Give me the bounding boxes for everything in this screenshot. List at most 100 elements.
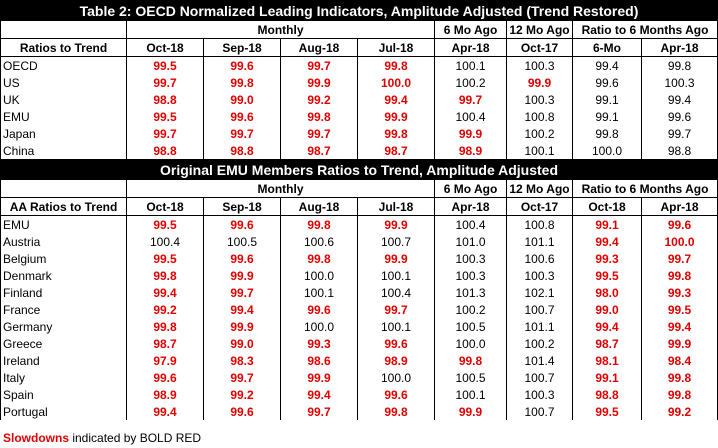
value-cell: 98.1	[572, 352, 642, 369]
table-row: Germany 99.8 99.9 100.0 100.1 100.5 101.1 99.4 9…	[0, 318, 718, 335]
value-cell: 99.6	[203, 403, 281, 420]
table-row: OECD 99.5 99.6 99.7 99.8 100.1 100.3 99.4 99.8	[0, 56, 718, 74]
value-cell: 99.5	[572, 267, 642, 284]
value-cell: 99.8	[572, 125, 642, 142]
table1-title: Table 2: OECD Normalized Leading Indicat…	[0, 0, 718, 21]
value-cell: 98.8	[203, 142, 281, 160]
value-cell: 99.9	[280, 74, 358, 91]
value-cell: 99.7	[203, 284, 281, 301]
value-cell: 99.8	[357, 403, 435, 420]
table-row: China 98.8 98.8 98.7 98.7 98.9 100.1 100.0 98.8	[0, 142, 718, 160]
value-cell: 98.3	[203, 352, 281, 369]
value-cell: 99.8	[126, 267, 204, 284]
table1-title-row: Table 2: OECD Normalized Leading Indicat…	[0, 0, 718, 21]
value-cell: 99.8	[126, 318, 204, 335]
row-label: Belgium	[0, 250, 127, 267]
row-label: Germany	[0, 318, 127, 335]
value-cell: 100.0	[357, 74, 435, 91]
value-cell: 100.5	[434, 369, 507, 386]
value-cell: 99.0	[203, 335, 281, 352]
value-cell: 98.4	[640, 352, 718, 369]
row-label: Spain	[0, 386, 127, 403]
value-cell: 99.9	[640, 335, 718, 352]
column-header: Sep-18	[203, 197, 281, 216]
value-cell: 99.7	[203, 125, 281, 142]
value-cell: 98.7	[280, 142, 358, 160]
row-label: China	[0, 142, 127, 160]
value-cell: 101.3	[434, 284, 507, 301]
table-row: EMU 99.5 99.6 99.8 99.9 100.4 100.8 99.1 99.6	[0, 215, 718, 233]
value-cell: 99.6	[126, 369, 204, 386]
value-cell: 100.3	[434, 267, 507, 284]
table-row: Portugal 99.4 99.6 99.7 99.8 99.9 100.7 99.5 99.…	[0, 403, 718, 420]
value-cell: 99.5	[640, 301, 718, 318]
value-cell: 99.3	[640, 284, 718, 301]
row-label: EMU	[0, 108, 127, 125]
value-cell: 99.9	[357, 250, 435, 267]
value-cell: 99.7	[126, 74, 204, 91]
column-header: Oct-17	[506, 197, 573, 216]
value-cell: 100.4	[126, 233, 204, 250]
value-cell: 99.8	[434, 352, 507, 369]
value-cell: 101.1	[506, 318, 573, 335]
value-cell: 100.0	[640, 233, 718, 250]
column-header: Oct-17	[506, 38, 573, 57]
table-row: UK 98.8 99.0 99.2 99.4 99.7 100.3 99.1 99.4	[0, 91, 718, 108]
value-cell: 99.4	[280, 386, 358, 403]
value-cell: 100.7	[357, 233, 435, 250]
group-ratio-6mo: Ratio to 6 Months Ago	[571, 179, 718, 198]
value-cell: 98.7	[126, 335, 204, 352]
value-cell: 99.7	[434, 91, 507, 108]
column-header: Oct-18	[126, 38, 204, 57]
value-cell: 99.5	[126, 108, 204, 125]
value-cell: 100.6	[280, 233, 358, 250]
row-label: EMU	[0, 215, 127, 233]
value-cell: 99.7	[640, 125, 718, 142]
value-cell: 99.1	[572, 215, 642, 233]
value-cell: 99.6	[572, 74, 642, 91]
table1-column-row: Ratios to Trend Oct-18 Sep-18 Aug-18 Jul-18 A…	[0, 38, 718, 57]
value-cell: 99.2	[280, 91, 358, 108]
row-header: Ratios to Trend	[0, 38, 127, 57]
value-cell: 99.9	[434, 125, 507, 142]
row-label: OECD	[0, 56, 127, 74]
column-header: Jul-18	[357, 197, 435, 216]
value-cell: 98.7	[572, 335, 642, 352]
value-cell: 99.4	[572, 233, 642, 250]
value-cell: 100.4	[357, 284, 435, 301]
table-row: Denmark 99.8 99.9 100.0 100.1 100.3 100.3 99.5 9…	[0, 267, 718, 284]
row-label: Ireland	[0, 352, 127, 369]
value-cell: 99.7	[203, 369, 281, 386]
value-cell: 100.2	[506, 125, 573, 142]
row-label: Japan	[0, 125, 127, 142]
value-cell: 99.6	[203, 215, 281, 233]
value-cell: 98.8	[640, 142, 718, 160]
column-header: Apr-18	[640, 38, 718, 57]
column-header: Apr-18	[434, 38, 507, 57]
value-cell: 99.7	[357, 301, 435, 318]
row-label: UK	[0, 91, 127, 108]
indicator-table: Table 2: OECD Normalized Leading Indicat…	[0, 0, 718, 420]
value-cell: 99.8	[280, 108, 358, 125]
value-cell: 100.2	[434, 74, 507, 91]
value-cell: 100.0	[434, 335, 507, 352]
legend-text: indicated by BOLD RED	[69, 431, 202, 445]
value-cell: 99.3	[280, 335, 358, 352]
value-cell: 99.7	[640, 250, 718, 267]
value-cell: 99.5	[126, 56, 204, 74]
column-header: Aug-18	[280, 38, 358, 57]
table2-group-row: Monthly 6 Mo Ago 12 Mo Ago Ratio to 6 Month…	[0, 179, 718, 198]
value-cell: 99.1	[572, 108, 642, 125]
value-cell: 99.4	[203, 301, 281, 318]
value-cell: 99.2	[126, 301, 204, 318]
value-cell: 100.2	[434, 301, 507, 318]
column-header: Oct-18	[126, 197, 204, 216]
value-cell: 99.9	[203, 318, 281, 335]
value-cell: 100.1	[506, 142, 573, 160]
value-cell: 99.6	[280, 301, 358, 318]
column-header: Sep-18	[203, 38, 281, 57]
row-label: France	[0, 301, 127, 318]
value-cell: 98.8	[126, 91, 204, 108]
value-cell: 98.9	[126, 386, 204, 403]
value-cell: 99.4	[126, 284, 204, 301]
